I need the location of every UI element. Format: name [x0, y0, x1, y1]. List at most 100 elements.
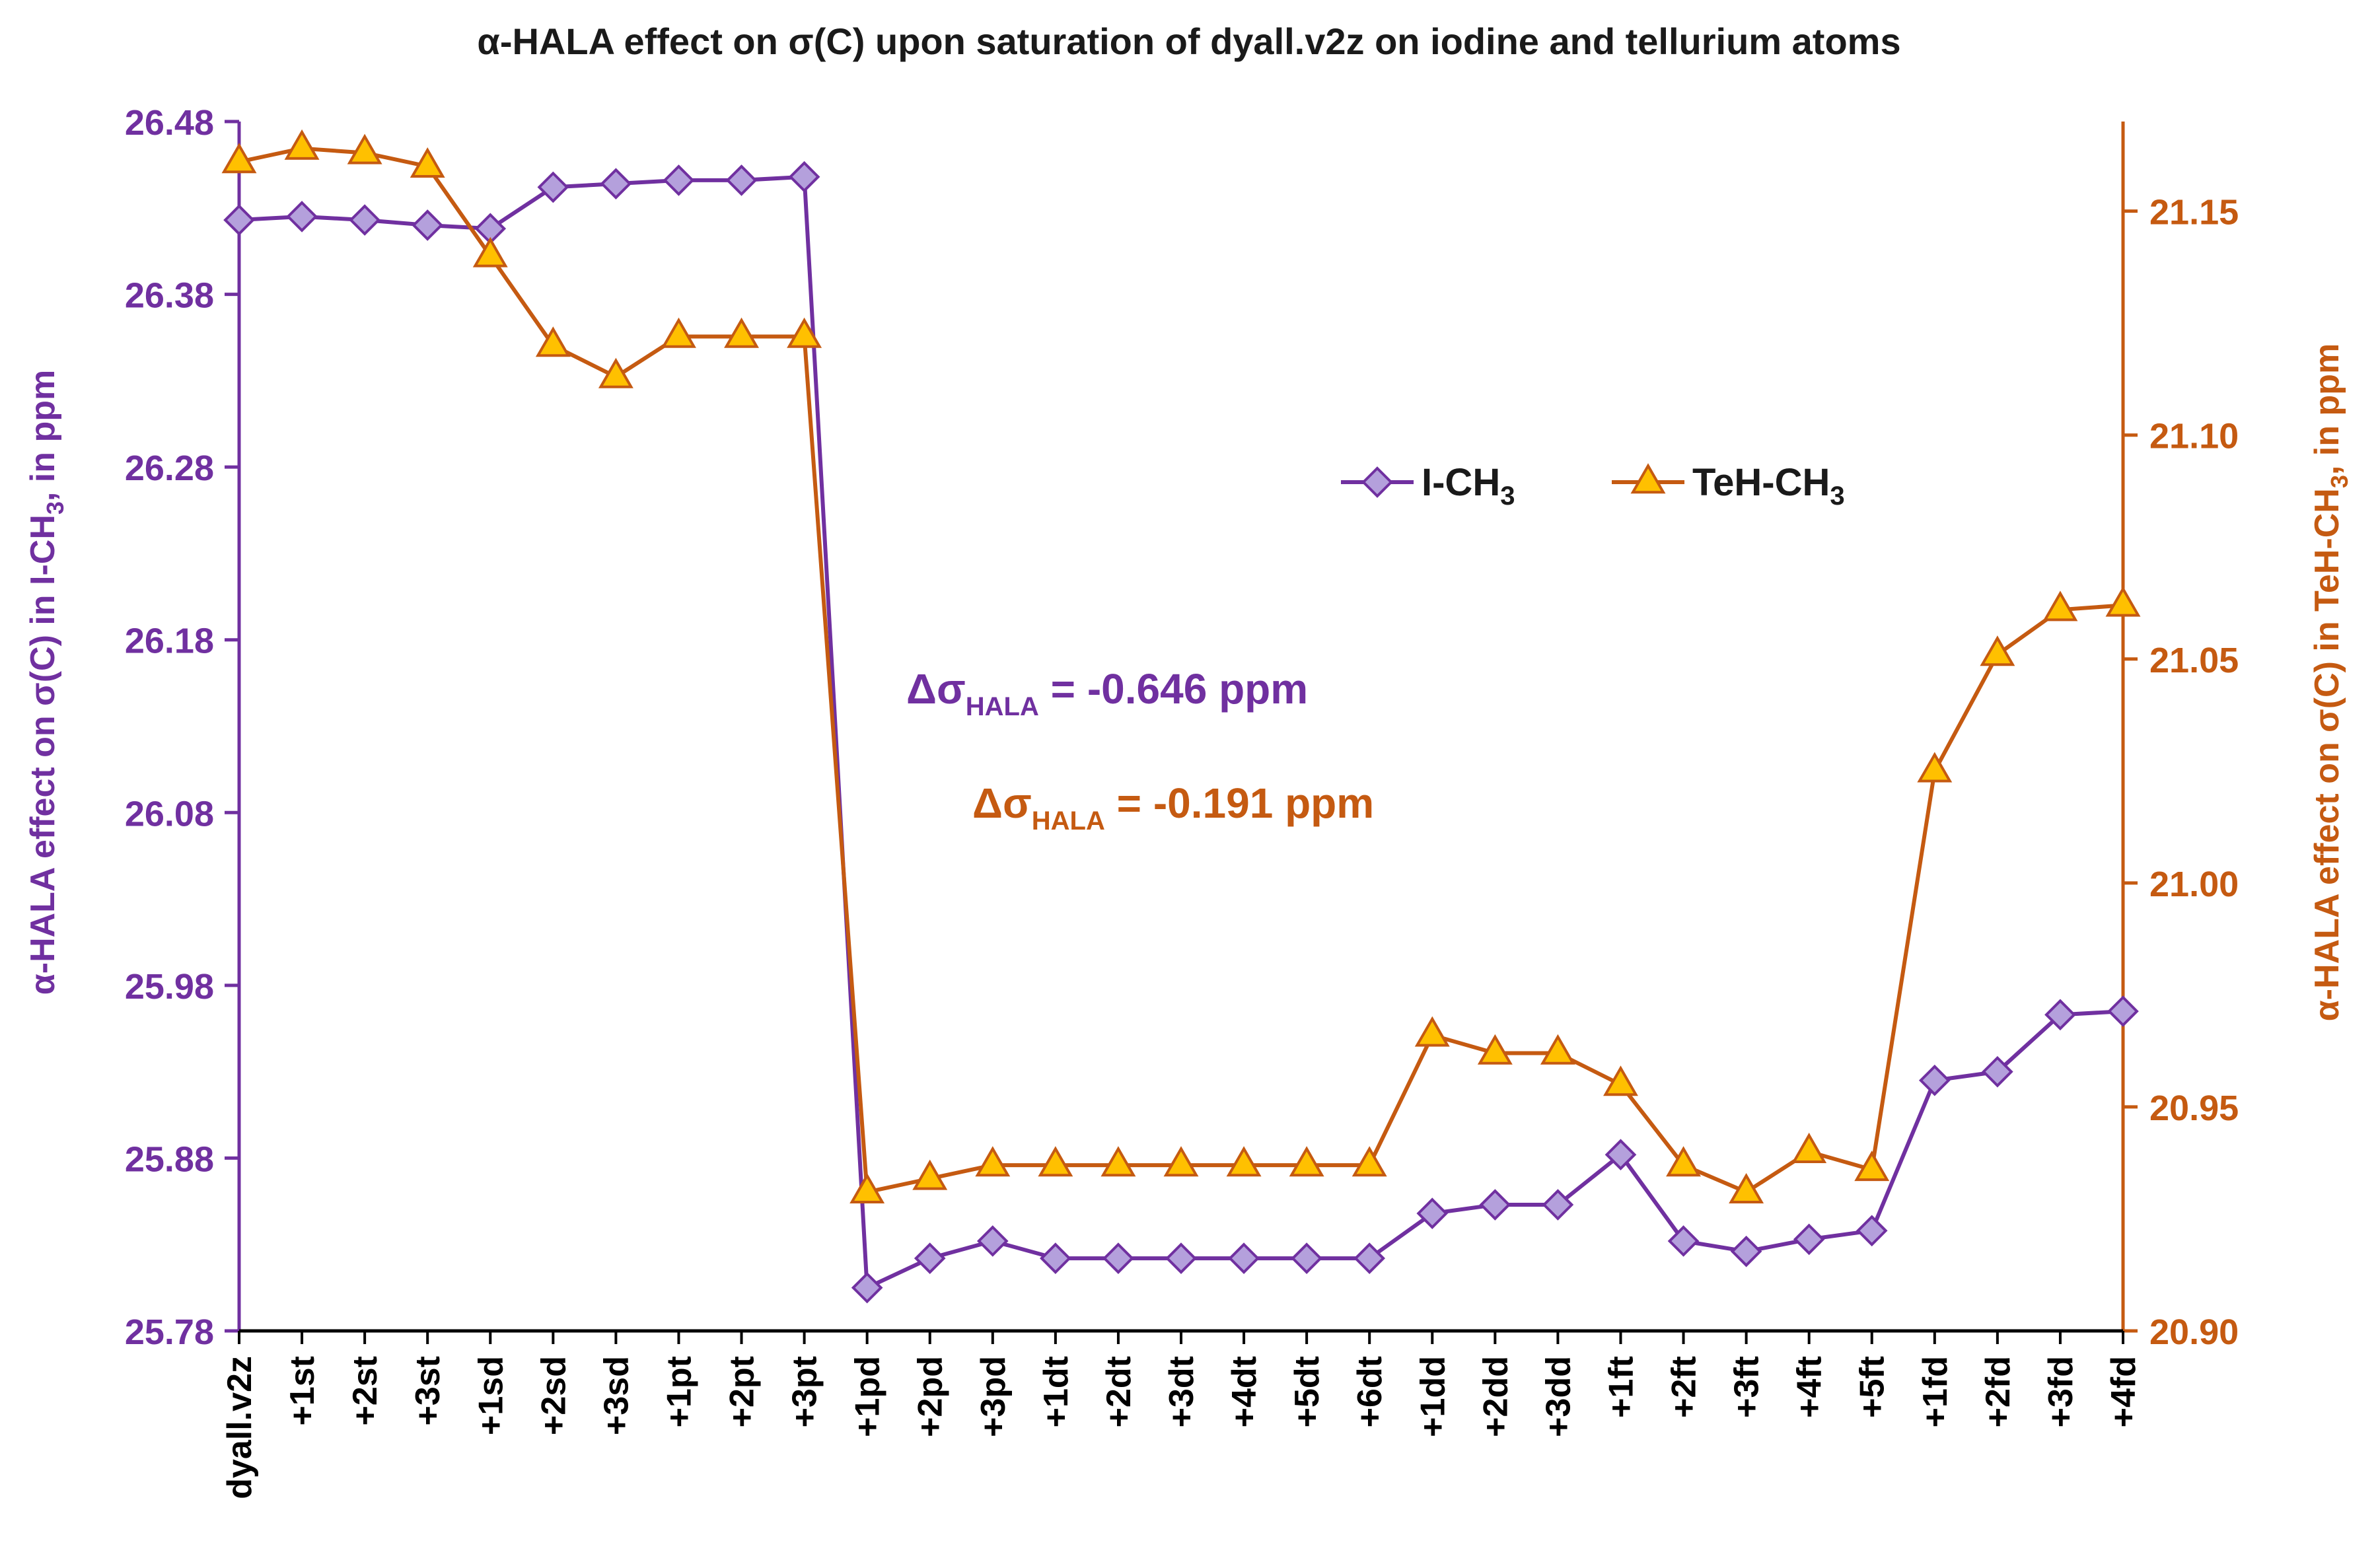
data-point-teh-ch3 [535, 326, 571, 357]
annotation-tellurium: ΔσHALA = -0.191 ppm [972, 779, 1374, 836]
x-tick-label: +5dt [1288, 1356, 1326, 1427]
legend-item-teh-ch3: TeH-CH3 [1612, 461, 1845, 511]
x-tick-label: +6dt [1351, 1356, 1389, 1427]
x-tick-label: +2pd [912, 1356, 950, 1437]
y-right-tick-label: 21.10 [2149, 417, 2239, 456]
data-point-teh-ch3 [1477, 1034, 1513, 1065]
data-point-teh-ch3 [1854, 1151, 1890, 1182]
y-left-tick-label: 25.88 [125, 1139, 214, 1179]
data-point-i-ch3 [412, 209, 444, 241]
x-tick-label: +2dt [1100, 1356, 1138, 1427]
data-point-i-ch3 [600, 168, 632, 199]
data-point-i-ch3 [851, 1271, 883, 1304]
annotation-iodine: ΔσHALA = -0.646 ppm [906, 665, 1308, 721]
series-teh-ch3 [221, 129, 2141, 1203]
y-axis-label-right: α-HALA effect on σ(C) in TeH-CH3, in ppm [2308, 343, 2353, 1021]
data-point-i-ch3 [1730, 1235, 1762, 1267]
right-axis-ticks: 21.15 21.10 21.05 21.00 20.95 20.90 [2123, 193, 2239, 1352]
x-tick-label: +1dt [1037, 1356, 1075, 1427]
y-right-tick-label: 21.00 [2149, 865, 2239, 904]
series-i-ch3 [223, 160, 2139, 1304]
x-tick-label: +3pd [974, 1356, 1013, 1437]
x-tick-label: +3pt [786, 1356, 824, 1427]
data-point-i-ch3 [537, 171, 569, 203]
data-point-teh-ch3 [1226, 1146, 1262, 1177]
x-tick-label: +1pt [660, 1356, 698, 1427]
data-point-teh-ch3 [1163, 1146, 1199, 1177]
series-layer [221, 129, 2141, 1304]
data-point-teh-ch3 [1289, 1146, 1324, 1177]
legend-marker [1630, 463, 1666, 494]
y-left-tick-label: 26.18 [125, 622, 214, 661]
data-point-teh-ch3 [284, 129, 320, 160]
data-point-teh-ch3 [1100, 1146, 1136, 1177]
data-point-teh-ch3 [2105, 586, 2141, 617]
y-left-tick-label: 26.38 [125, 276, 214, 316]
x-tick-label: +1sd [472, 1356, 510, 1435]
data-point-i-ch3 [286, 201, 318, 232]
chart-title: α-HALA effect on σ(C) upon saturation of… [477, 20, 1900, 62]
data-point-i-ch3 [663, 164, 695, 196]
data-point-i-ch3 [1102, 1242, 1134, 1274]
data-point-i-ch3 [1353, 1242, 1386, 1274]
x-tick-label: +4fd [2105, 1356, 2143, 1427]
y-right-tick-label: 20.95 [2149, 1088, 2239, 1128]
x-tick-label: +1fd [1916, 1356, 1955, 1427]
data-point-i-ch3 [2107, 995, 2139, 1027]
legend-label: TeH-CH3 [1692, 461, 1845, 511]
data-point-i-ch3 [976, 1225, 1009, 1257]
y-right-tick-label: 21.05 [2149, 641, 2239, 680]
x-tick-label: +2fd [1979, 1356, 2017, 1427]
x-tick-label: +1dd [1414, 1356, 1452, 1437]
data-point-i-ch3 [1416, 1197, 1449, 1229]
data-point-teh-ch3 [1917, 752, 1953, 783]
data-point-i-ch3 [1982, 1055, 2013, 1088]
x-tick-label: +3ft [1728, 1356, 1766, 1418]
annotations: ΔσHALA = -0.646 ppm ΔσHALA = -0.191 ppm [906, 665, 1374, 836]
data-point-i-ch3 [725, 164, 758, 196]
data-point-i-ch3 [1228, 1242, 1260, 1274]
x-tick-label: +2sd [534, 1356, 573, 1435]
x-tick-label: +2dd [1476, 1356, 1515, 1437]
legend-item-i-ch3: I-CH3 [1341, 461, 1515, 511]
y-left-tick-label: 25.78 [125, 1312, 214, 1352]
data-point-i-ch3 [1918, 1064, 1951, 1096]
data-point-teh-ch3 [975, 1146, 1011, 1177]
x-tick-label: +3dt [1163, 1356, 1201, 1427]
data-point-i-ch3 [788, 160, 820, 193]
data-point-teh-ch3 [221, 143, 257, 174]
data-point-teh-ch3 [2042, 590, 2078, 622]
x-tick-label: +1st [283, 1356, 322, 1426]
data-point-i-ch3 [1291, 1242, 1322, 1274]
legend-marker [1361, 466, 1393, 498]
data-point-teh-ch3 [724, 317, 759, 348]
data-point-teh-ch3 [1791, 1132, 1827, 1163]
x-axis-ticks: dyall.v2z +1st +2st +3st +1sd +2sd +3sd +1pt +2p… [221, 1331, 2143, 1499]
data-point-i-ch3 [223, 204, 255, 236]
data-point-teh-ch3 [787, 317, 822, 348]
data-point-teh-ch3 [472, 236, 508, 267]
data-point-teh-ch3 [661, 317, 696, 348]
x-tick-label: +2ft [1665, 1356, 1704, 1418]
data-point-i-ch3 [1667, 1225, 1700, 1257]
data-point-i-ch3 [2044, 999, 2076, 1031]
y-axis-label-left: α-HALA effect on σ(C) in I-CH3, in ppm [24, 370, 69, 995]
data-point-teh-ch3 [347, 133, 382, 164]
x-tick-label: +5ft [1854, 1356, 1892, 1418]
x-tick-label: +4dt [1225, 1356, 1264, 1427]
data-point-teh-ch3 [849, 1172, 885, 1203]
y-right-tick-label: 20.90 [2149, 1312, 2239, 1352]
data-point-i-ch3 [1165, 1242, 1197, 1274]
data-point-teh-ch3 [410, 147, 445, 178]
data-point-i-ch3 [1856, 1215, 1888, 1247]
data-point-teh-ch3 [1414, 1016, 1450, 1047]
x-tick-label: +2pt [723, 1356, 762, 1427]
data-point-i-ch3 [1479, 1189, 1511, 1221]
data-point-teh-ch3 [1038, 1146, 1073, 1177]
x-tick-label: +1pd [849, 1356, 887, 1437]
y-left-tick-label: 26.28 [125, 448, 214, 488]
y-left-tick-label: 25.98 [125, 967, 214, 1007]
data-point-teh-ch3 [1666, 1146, 1701, 1177]
